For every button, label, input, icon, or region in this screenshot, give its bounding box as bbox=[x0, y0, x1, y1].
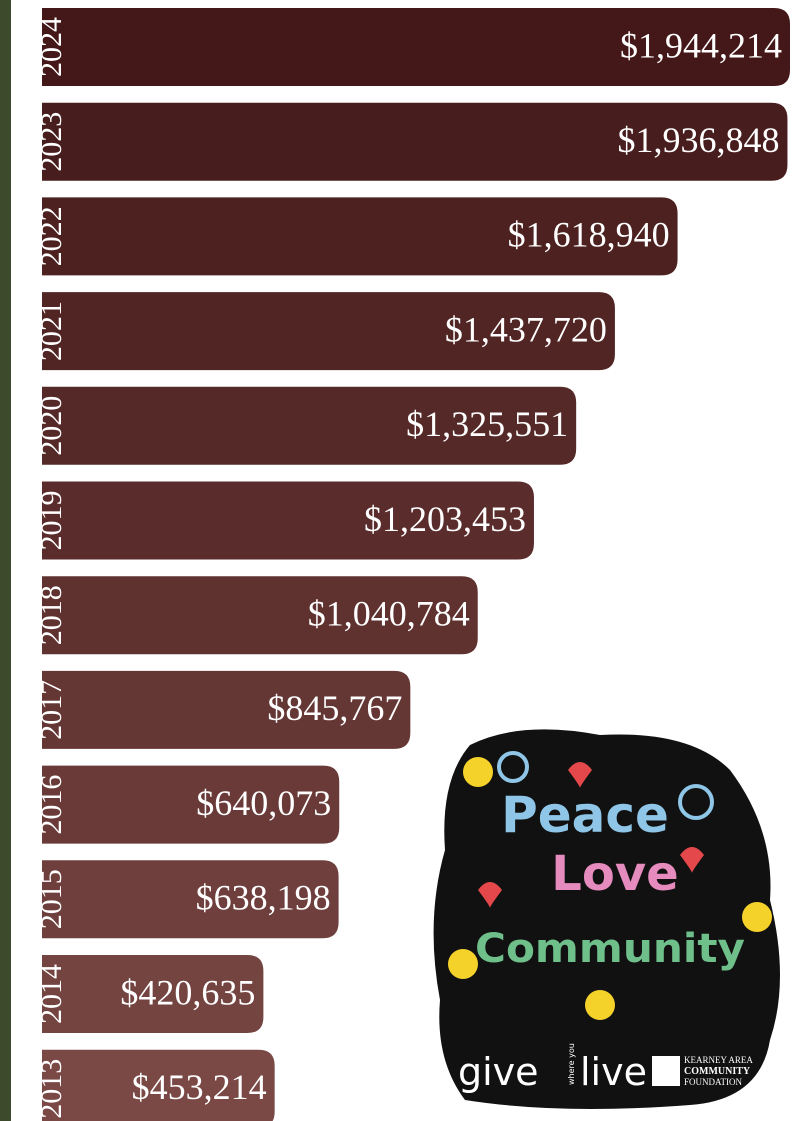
peace bbox=[497, 751, 529, 783]
bars: $1,944,214 2024 $1,936,848 2023 $1,618,940 20… bbox=[35, 8, 790, 1121]
value-label: $638,198 bbox=[196, 878, 331, 918]
bar bbox=[42, 197, 678, 276]
sticker-community: Community bbox=[475, 926, 745, 972]
value-label: $1,944,214 bbox=[620, 25, 782, 65]
bar bbox=[42, 765, 340, 844]
value-label: $420,635 bbox=[120, 972, 255, 1012]
sticker-shape bbox=[433, 729, 780, 1109]
photo-edge bbox=[0, 0, 11, 1121]
value-label: $1,618,940 bbox=[508, 215, 670, 255]
year-label: 2016 bbox=[35, 775, 68, 835]
value-label: $1,203,453 bbox=[364, 499, 526, 539]
year-label: 2023 bbox=[35, 112, 68, 172]
peace bbox=[678, 784, 714, 820]
bar bbox=[42, 860, 339, 939]
year-label: 2017 bbox=[35, 680, 68, 740]
bar bbox=[42, 670, 411, 749]
year-label: 2019 bbox=[35, 491, 68, 551]
value-label: $1,936,848 bbox=[617, 120, 779, 160]
bar bbox=[42, 481, 534, 560]
brand-where: where you bbox=[567, 1043, 576, 1085]
sticker-love: Love bbox=[551, 846, 678, 902]
bar bbox=[42, 955, 264, 1033]
year-label: 2018 bbox=[35, 585, 68, 645]
bar bbox=[42, 102, 788, 181]
value-label: $1,437,720 bbox=[445, 309, 607, 349]
bar bbox=[42, 386, 577, 465]
year-label: 2022 bbox=[35, 206, 68, 266]
year-label: 2013 bbox=[35, 1059, 68, 1119]
bar bbox=[42, 292, 615, 371]
foundation-name: FOUNDATION bbox=[684, 1077, 742, 1087]
smiley bbox=[585, 990, 615, 1020]
smiley bbox=[463, 757, 493, 787]
brand-give: give bbox=[458, 1050, 539, 1094]
foundation-name: KEARNEY AREA bbox=[684, 1055, 753, 1065]
bar bbox=[42, 1049, 275, 1121]
sticker-peace: Peace bbox=[501, 786, 669, 844]
brand-live: live bbox=[580, 1050, 647, 1094]
year-label: 2015 bbox=[35, 869, 68, 929]
heart bbox=[680, 847, 704, 873]
bar bbox=[42, 8, 790, 86]
value-label: $453,214 bbox=[132, 1067, 267, 1107]
value-label: $845,767 bbox=[267, 688, 402, 728]
foundation-name: COMMUNITY bbox=[684, 1066, 751, 1077]
year-label: 2024 bbox=[35, 17, 68, 77]
value-label: $1,325,551 bbox=[406, 404, 568, 444]
smiley bbox=[742, 902, 772, 932]
smiley bbox=[448, 949, 478, 979]
year-label: 2021 bbox=[35, 301, 68, 361]
sticker: Peace Love Community give where you live… bbox=[433, 729, 780, 1109]
value-label: $1,040,784 bbox=[308, 593, 470, 633]
value-label: $640,073 bbox=[196, 783, 331, 823]
year-label: 2014 bbox=[35, 964, 68, 1024]
foundation-logo bbox=[652, 1056, 680, 1086]
year-label: 2020 bbox=[35, 396, 68, 456]
heart bbox=[568, 762, 592, 788]
heart bbox=[478, 882, 502, 908]
bar bbox=[42, 576, 478, 655]
